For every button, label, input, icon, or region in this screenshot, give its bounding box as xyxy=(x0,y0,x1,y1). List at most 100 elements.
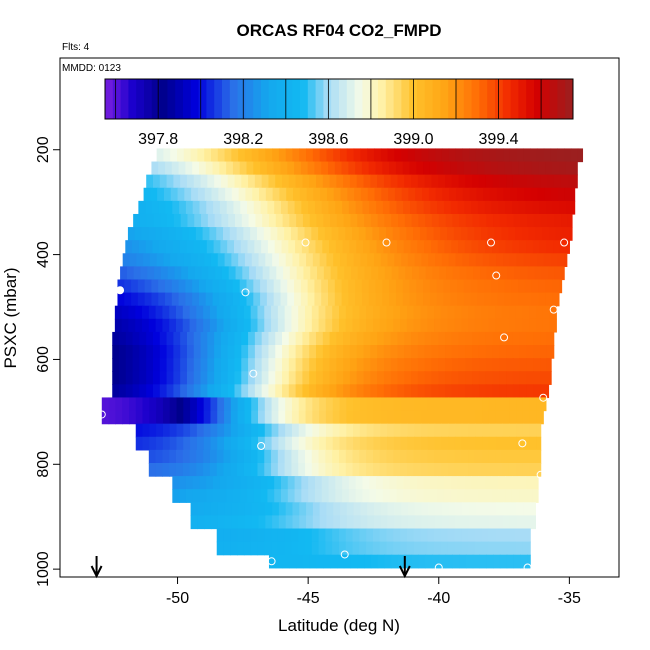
sample-marker xyxy=(241,288,250,297)
heatmap-cell xyxy=(315,240,323,254)
heatmap-cell xyxy=(500,266,508,281)
heatmap-cell xyxy=(348,489,357,503)
colorbar-swatch xyxy=(456,79,465,119)
heatmap-cell xyxy=(353,423,361,438)
heatmap-cell xyxy=(457,279,465,294)
heatmap-cell xyxy=(423,476,431,490)
heatmap-cell xyxy=(217,397,225,412)
heatmap-cell xyxy=(247,240,255,254)
heatmap-cell xyxy=(488,305,496,320)
heatmap-cell xyxy=(542,318,551,333)
heatmap-cell xyxy=(295,331,304,346)
heatmap-cell xyxy=(270,227,278,241)
heatmap-cell xyxy=(277,227,285,241)
heatmap-cell xyxy=(139,384,147,399)
colorbar-swatch xyxy=(315,79,324,119)
heatmap-cell xyxy=(132,358,141,372)
heatmap-cell xyxy=(460,227,469,241)
heatmap-cell xyxy=(416,161,424,176)
heatmap-cell xyxy=(516,410,524,425)
heatmap-cell xyxy=(387,148,395,163)
heatmap-cell xyxy=(474,227,482,241)
sample-marker xyxy=(301,238,310,247)
heatmap-cell xyxy=(465,345,473,359)
heatmap-cell xyxy=(180,371,188,385)
heatmap-cell xyxy=(372,305,381,320)
heatmap-cell xyxy=(306,502,314,517)
heatmap-cell xyxy=(574,174,578,189)
heatmap-cell xyxy=(373,148,382,163)
heatmap-cell xyxy=(540,213,549,228)
colorbar-swatch xyxy=(222,79,231,119)
heatmap-cell xyxy=(492,384,500,399)
heatmap-cell xyxy=(504,279,512,294)
heatmap-cell xyxy=(261,345,270,359)
heatmap-cell xyxy=(332,541,340,556)
y-axis-label: PSXC (mbar) xyxy=(1,267,20,368)
heatmap-cell xyxy=(219,279,227,294)
heatmap-cell xyxy=(492,331,500,346)
heatmap-cell xyxy=(394,253,402,267)
heatmap-cell xyxy=(319,423,327,438)
heatmap-cell xyxy=(253,489,262,503)
heatmap-cell xyxy=(208,266,216,281)
heatmap-cell xyxy=(195,227,204,241)
heatmap-cell xyxy=(247,200,255,215)
heatmap-cell xyxy=(210,253,219,267)
heatmap-cell xyxy=(380,423,388,438)
heatmap-cell xyxy=(319,502,328,517)
heatmap-cell xyxy=(508,227,516,241)
heatmap-cell xyxy=(260,476,268,490)
colorbar-swatch xyxy=(354,79,363,119)
heatmap-cell xyxy=(228,213,236,228)
heatmap-cell xyxy=(250,227,258,241)
heatmap-cell xyxy=(309,371,317,385)
heatmap-cell xyxy=(367,253,375,267)
heatmap-cell xyxy=(352,541,360,556)
heatmap-cell xyxy=(264,397,273,412)
heatmap-cell xyxy=(171,161,180,176)
heatmap-cell xyxy=(462,502,470,517)
heatmap-cell xyxy=(551,187,559,202)
heatmap-cell xyxy=(427,397,436,412)
heatmap-cell xyxy=(468,449,476,464)
sample-marker xyxy=(539,393,548,402)
heatmap-cell xyxy=(190,253,198,267)
heatmap-cell xyxy=(366,305,374,320)
heatmap-cell xyxy=(491,279,499,294)
heatmap-cell xyxy=(330,266,339,281)
heatmap-cell xyxy=(151,279,159,294)
heatmap-cell xyxy=(196,462,204,477)
heatmap-cell xyxy=(512,371,521,385)
heatmap-cell xyxy=(533,371,541,385)
heatmap-cell xyxy=(315,174,324,189)
heatmap-cell xyxy=(369,240,378,254)
heatmap-cell xyxy=(165,292,173,307)
heatmap-cell xyxy=(140,266,148,281)
heatmap-cell xyxy=(278,410,286,425)
heatmap-cell xyxy=(502,397,510,412)
heatmap-cell xyxy=(403,476,411,490)
heatmap-cell xyxy=(350,213,358,228)
heatmap-cell xyxy=(254,240,262,254)
heatmap-cell xyxy=(420,528,428,543)
heatmap-cell xyxy=(329,240,337,254)
heatmap-cell xyxy=(168,227,177,241)
heatmap-cell xyxy=(312,148,321,163)
heatmap-cell xyxy=(162,436,171,451)
heatmap-cell xyxy=(135,305,143,320)
heatmap-cell xyxy=(492,345,500,359)
heatmap-cell xyxy=(192,476,201,490)
heatmap-cell xyxy=(372,318,381,333)
heatmap-cell xyxy=(266,292,275,307)
heatmap-cell xyxy=(149,423,157,438)
heatmap-cell xyxy=(318,462,326,477)
heatmap-cell xyxy=(429,292,438,307)
heatmap-cell xyxy=(441,423,449,438)
heatmap-cell xyxy=(564,253,568,267)
heatmap-cell xyxy=(515,541,523,556)
heatmap-cell xyxy=(128,318,136,333)
heatmap-cell xyxy=(133,213,141,228)
heatmap-cell xyxy=(451,174,460,189)
heatmap-cell xyxy=(198,279,207,294)
